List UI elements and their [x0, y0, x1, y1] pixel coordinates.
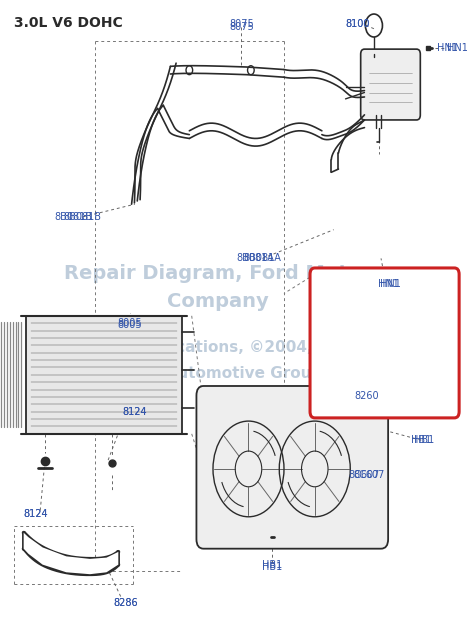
Text: HN1: HN1: [380, 279, 401, 289]
Text: 8075: 8075: [229, 22, 254, 32]
Polygon shape: [24, 533, 119, 574]
Text: 8124: 8124: [23, 508, 48, 519]
Text: 8286: 8286: [113, 598, 138, 608]
Text: HN1: HN1: [437, 43, 458, 53]
Text: Modifications, ©2004,: Modifications, ©2004,: [123, 340, 312, 355]
Text: Repair Diagram, Ford Motor: Repair Diagram, Ford Motor: [64, 263, 371, 283]
Text: Tasca Automotive Group: Tasca Automotive Group: [113, 366, 322, 381]
Text: 8286: 8286: [113, 598, 138, 608]
Text: 3.0L V6 DOHC: 3.0L V6 DOHC: [14, 16, 123, 30]
Text: HN1: HN1: [378, 279, 399, 289]
Text: HB1: HB1: [262, 560, 283, 570]
Text: 8075: 8075: [229, 19, 254, 29]
Text: 8124: 8124: [23, 508, 48, 519]
Text: 8124: 8124: [123, 406, 147, 417]
Text: 8124: 8124: [123, 406, 147, 417]
Text: 8100: 8100: [345, 19, 370, 29]
Text: 8260: 8260: [355, 390, 379, 401]
Text: HN1: HN1: [447, 43, 468, 54]
Text: 8C607: 8C607: [349, 470, 380, 480]
Text: 8B081A: 8B081A: [237, 253, 274, 263]
Text: 8C607: 8C607: [354, 470, 385, 480]
Text: HB1: HB1: [413, 435, 434, 445]
Text: HB1: HB1: [411, 435, 431, 445]
Text: 8005: 8005: [118, 318, 143, 329]
FancyBboxPatch shape: [310, 268, 459, 418]
Text: 8B081A: 8B081A: [244, 253, 282, 263]
Text: HB1: HB1: [262, 561, 283, 572]
FancyBboxPatch shape: [196, 386, 388, 549]
Text: 8100: 8100: [345, 19, 370, 29]
Text: 8B081B: 8B081B: [55, 212, 92, 222]
Text: 8B081B: 8B081B: [64, 212, 102, 222]
Text: 8005: 8005: [118, 320, 143, 330]
FancyBboxPatch shape: [361, 49, 420, 120]
Bar: [26, 316, 182, 434]
Text: Company: Company: [167, 292, 269, 311]
